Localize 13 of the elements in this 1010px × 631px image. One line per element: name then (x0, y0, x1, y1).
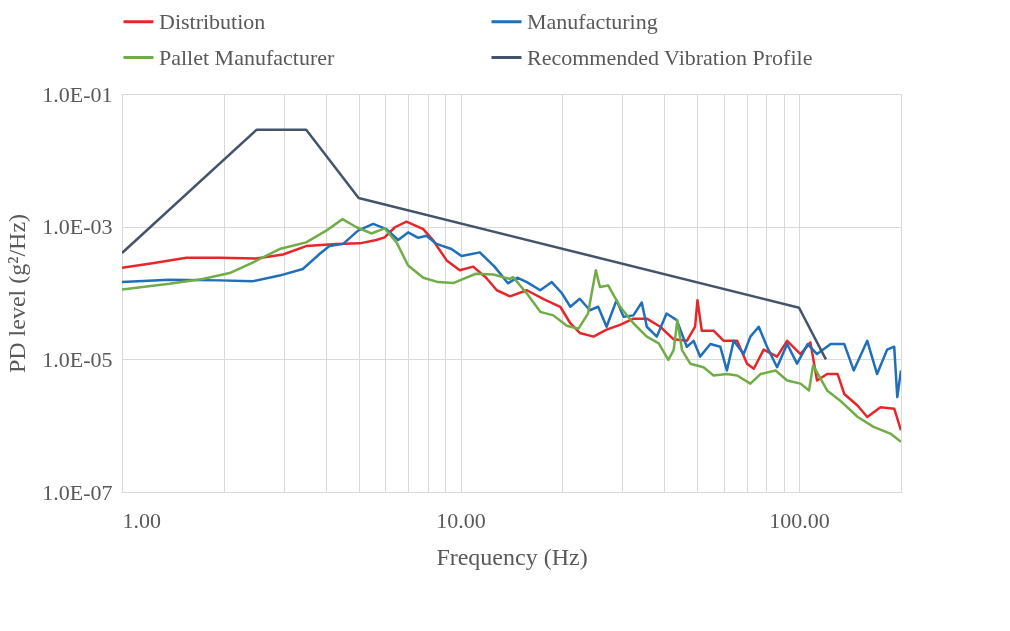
y-tick-label: 1.0E-07 (42, 479, 113, 505)
legend-label: Pallet Manufacturer (159, 44, 335, 70)
x-axis-title: Frequency (Hz) (436, 543, 588, 570)
x-tick-label: 10.00 (436, 507, 486, 533)
legend-label: Recommended Vibration Profile (527, 44, 813, 70)
x-tick-label: 1.00 (122, 507, 161, 533)
y-tick-label: 1.0E-05 (42, 346, 113, 372)
y-axis-title: PD level (g²/Hz) (4, 213, 31, 374)
legend-label: Distribution (159, 8, 266, 34)
legend-label: Manufacturing (527, 8, 658, 34)
x-tick-label: 100.00 (769, 507, 830, 533)
y-tick-label: 1.0E-03 (42, 214, 113, 240)
y-tick-label: 1.0E-01 (42, 81, 113, 107)
